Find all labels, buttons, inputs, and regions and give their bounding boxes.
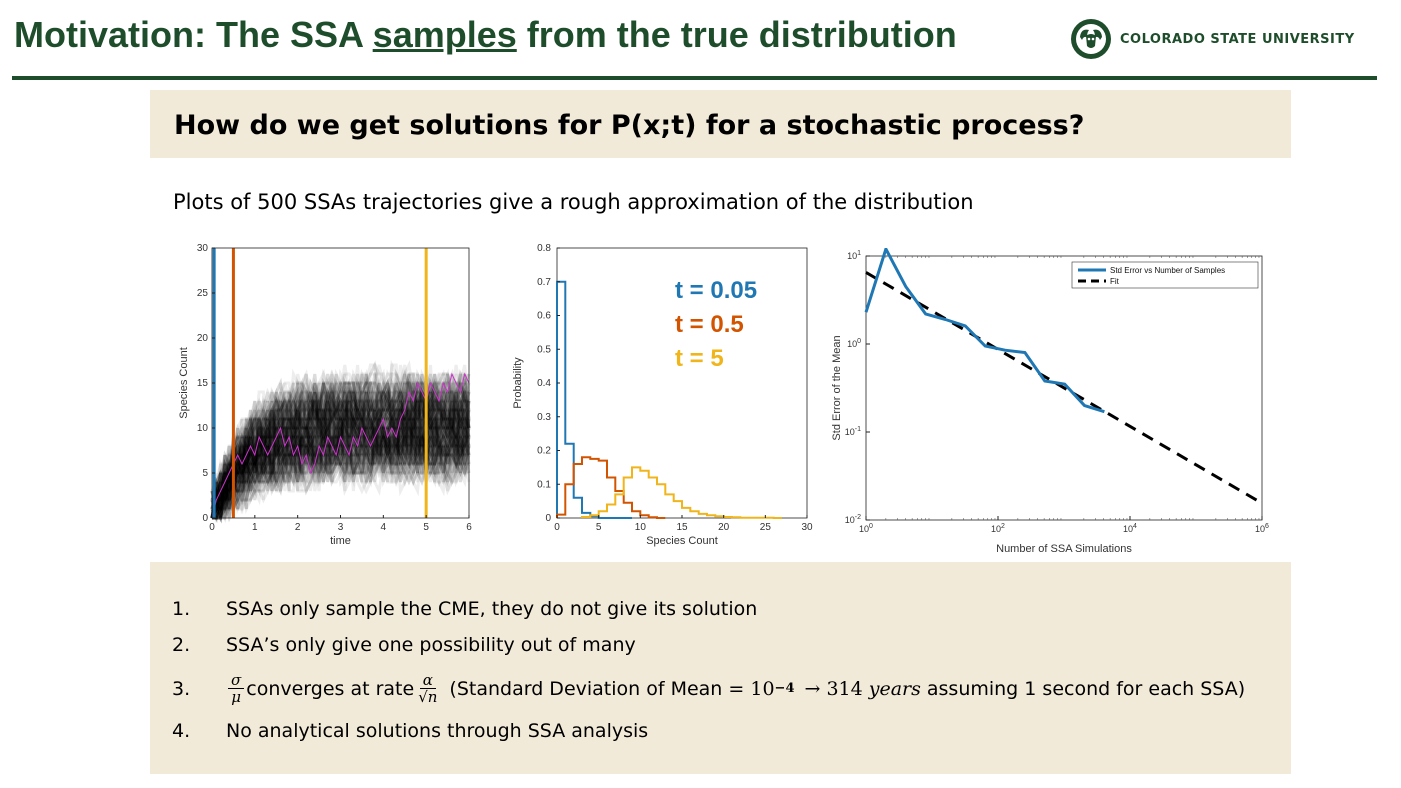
ten-base: 10 (750, 677, 775, 700)
y-axis-label: Std Error of the Mean (831, 335, 843, 440)
x-tick-label: 4 (381, 522, 387, 533)
header-rule (12, 76, 1377, 80)
x-tick-label: 10 (635, 522, 647, 533)
x-tick-label: 0 (209, 522, 215, 533)
list-number: 2. (172, 634, 191, 656)
sigma-over-mu: σ μ (228, 672, 245, 706)
std-error-line (864, 248, 1105, 414)
sigma-symbol: σ (228, 672, 245, 689)
x-tick-label: 3 (338, 522, 344, 533)
y-tick-label: 0 (545, 513, 551, 524)
y-tick-label: 5 (202, 468, 208, 479)
distribution-plot: 0 5 10 15 20 25 30 0 0.1 0.2 0.3 0.4 0.5 0.6 0.7 0.8 Spe… (512, 243, 813, 547)
legend-label-t5: t = 5 (675, 345, 724, 372)
paren-post: assuming 1 second for each SSA) (926, 677, 1246, 700)
legend-label-fit: Fit (1110, 277, 1120, 286)
y-tick-label: 10-1 (845, 426, 861, 437)
convergence-plot: 100 102 104 106 101 100 10-1 10-2 Number of SSA … (831, 248, 1269, 555)
list-text: SSAs only sample the CME, they do not gi… (226, 598, 758, 620)
arrow-value: → 314 (804, 677, 863, 700)
histogram-series (556, 280, 632, 519)
x-tick-label: 5 (423, 522, 429, 533)
y-tick-label: 10-2 (845, 514, 861, 525)
title-pre: Motivation: The SSA (14, 14, 373, 55)
x-tick-label: 100 (859, 523, 873, 534)
x-tick-label: 6 (466, 522, 472, 533)
fit-line (865, 271, 1263, 505)
x-tick-label: 20 (718, 522, 730, 533)
alpha-symbol: α (419, 672, 436, 689)
legend-label-t05: t = 0.5 (675, 311, 744, 338)
histogram-series (556, 456, 666, 519)
trajectory-plot: 0 1 2 3 4 5 6 0 5 10 15 20 25 30 time Species Count (178, 243, 472, 547)
y-tick-label: 0.1 (537, 479, 551, 490)
x-tick-label: 102 (991, 523, 1005, 534)
question-heading: How do we get solutions for P(x;t) for a… (174, 110, 1085, 141)
university-logo: COLORADO STATE UNIVERSITY (1070, 18, 1355, 60)
y-tick-label: 15 (197, 378, 209, 389)
x-tick-label: 25 (760, 522, 772, 533)
list-number: 1. (172, 598, 191, 620)
y-tick-label: 10 (197, 423, 209, 434)
x-tick-label: 2 (295, 522, 301, 533)
x-tick-label: 1 (252, 522, 258, 533)
ram-logo-icon (1071, 19, 1111, 59)
x-tick-label: 15 (676, 522, 688, 533)
y-tick-label: 0.3 (537, 412, 551, 423)
x-tick-label: 0 (554, 522, 560, 533)
y-tick-label: 20 (197, 333, 209, 344)
list-item: 3. σ μ converges at rate α √n (Standard … (172, 672, 1245, 705)
x-axis-label: time (330, 535, 351, 547)
list-item: 4. No analytical solutions through SSA a… (172, 720, 648, 742)
x-tick-label: 30 (801, 522, 813, 533)
y-tick-label: 0 (202, 513, 208, 524)
paren-pre: (Standard Deviation of Mean = (449, 677, 751, 700)
y-tick-label: 30 (197, 243, 209, 254)
histogram-series (581, 466, 782, 519)
list-text: SSA’s only give one possibility out of m… (226, 634, 636, 656)
page-title: Motivation: The SSA samples from the tru… (14, 14, 957, 56)
converges-text: converges at rate (246, 677, 415, 700)
mu-symbol: μ (231, 688, 241, 706)
y-tick-label: 101 (847, 250, 861, 261)
y-tick-label: 25 (197, 288, 209, 299)
y-tick-label: 100 (847, 338, 861, 349)
x-tick-label: 5 (596, 522, 602, 533)
title-underlined: samples (372, 14, 517, 55)
x-axis-label: Species Count (646, 535, 718, 547)
x-axis-label: Number of SSA Simulations (996, 543, 1132, 555)
y-tick-label: 0.5 (537, 344, 551, 355)
list-item: 2. SSA’s only give one possibility out o… (172, 634, 636, 656)
y-axis-label: Probability (512, 357, 524, 409)
y-tick-label: 0.2 (537, 446, 551, 457)
x-tick-label: 106 (1255, 523, 1269, 534)
notes-box: 1. SSAs only sample the CME, they do not… (150, 562, 1291, 774)
legend-box (1071, 261, 1259, 289)
logo-text: COLORADO STATE UNIVERSITY (1120, 31, 1355, 47)
y-tick-label: 0.4 (537, 378, 551, 389)
alpha-over-sqrt-n: α √n (418, 672, 437, 705)
sqrt-n-symbol: √n (418, 688, 438, 706)
question-box: How do we get solutions for P(x;t) for a… (150, 90, 1291, 158)
legend-label-std: Std Error vs Number of Samples (1110, 266, 1225, 275)
y-tick-label: 0.7 (537, 277, 551, 288)
list-text: No analytical solutions through SSA anal… (226, 720, 649, 742)
subtitle: Plots of 500 SSAs trajectories give a ro… (173, 190, 974, 214)
x-tick-label: 104 (1123, 523, 1137, 534)
ten-exponent: −4 (774, 681, 795, 696)
plot-frame (556, 247, 808, 519)
legend-label-t005: t = 0.05 (675, 277, 757, 304)
list-number: 4. (172, 720, 191, 742)
y-tick-label: 0.8 (537, 243, 551, 254)
y-axis-label: Species Count (178, 347, 190, 419)
title-post: from the true distribution (516, 14, 957, 55)
list-number: 3. (172, 677, 191, 700)
y-tick-label: 0.6 (537, 311, 551, 322)
years-word: years (868, 677, 921, 700)
list-item: 1. SSAs only sample the CME, they do not… (172, 598, 757, 620)
